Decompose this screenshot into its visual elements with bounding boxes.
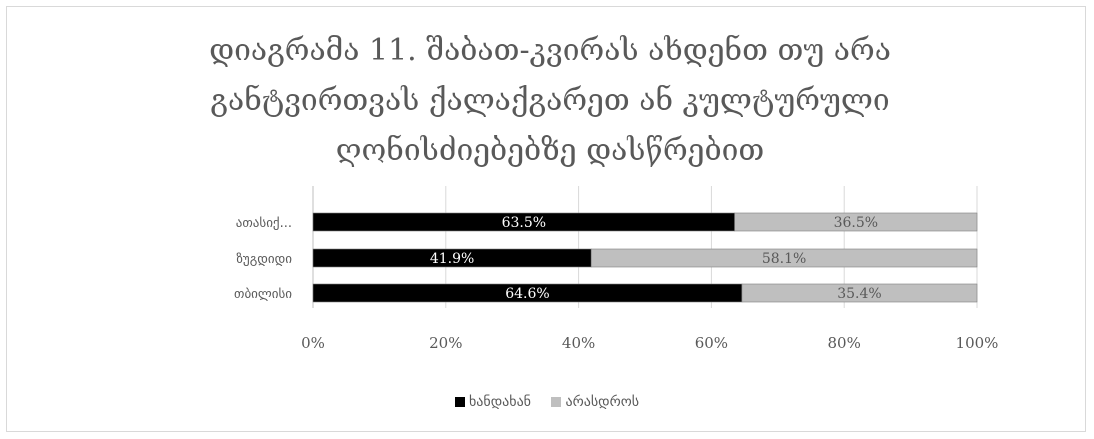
x-tick-label: 0% bbox=[301, 334, 325, 352]
legend-swatch-series-2 bbox=[551, 397, 562, 407]
y-tick-label: ათასიქ... bbox=[236, 216, 292, 231]
y-tick-label: თბილისი bbox=[234, 287, 292, 302]
x-tick-label: 60% bbox=[695, 334, 728, 352]
legend-label-series-2: არასდროს bbox=[565, 394, 640, 410]
x-tick-label: 100% bbox=[956, 334, 999, 352]
legend-item-series-1: ხანდახან bbox=[454, 394, 531, 410]
chart-frame bbox=[6, 6, 1086, 432]
data-label: 36.5% bbox=[834, 215, 878, 231]
legend-item-series-2: არასდროს bbox=[551, 394, 639, 410]
chart-title-line-3: ღონისძიებებზე დასწრებით bbox=[335, 133, 765, 168]
legend-label-series-1: ხანდახან bbox=[468, 394, 531, 410]
y-tick-label: ზუგდიდი bbox=[236, 252, 292, 267]
chart-title: დიაგრამა 11. შაბათ-კვირას ახდენთ თუ არა … bbox=[160, 26, 940, 176]
chart-title-line-1: დიაგრამა 11. შაბათ-კვირას ახდენთ თუ არა bbox=[209, 33, 891, 68]
data-label: 35.4% bbox=[837, 286, 881, 302]
bar-segment bbox=[734, 212, 978, 232]
legend-swatch-series-1 bbox=[454, 397, 465, 407]
x-tick-label: 40% bbox=[562, 334, 595, 352]
data-label: 58.1% bbox=[762, 251, 806, 267]
bar-segment bbox=[590, 248, 978, 268]
chart-legend: ხანდახან არასდროს bbox=[0, 394, 1094, 410]
bar-segment bbox=[741, 283, 978, 303]
data-label: 41.9% bbox=[430, 251, 474, 267]
chart-title-line-2: განტვირთვას ქალაქგარეთ ან კულტურული bbox=[210, 83, 890, 118]
data-label: 64.6% bbox=[505, 286, 549, 302]
data-label: 63.5% bbox=[502, 215, 546, 231]
x-tick-label: 20% bbox=[429, 334, 462, 352]
x-tick-label: 80% bbox=[828, 334, 861, 352]
